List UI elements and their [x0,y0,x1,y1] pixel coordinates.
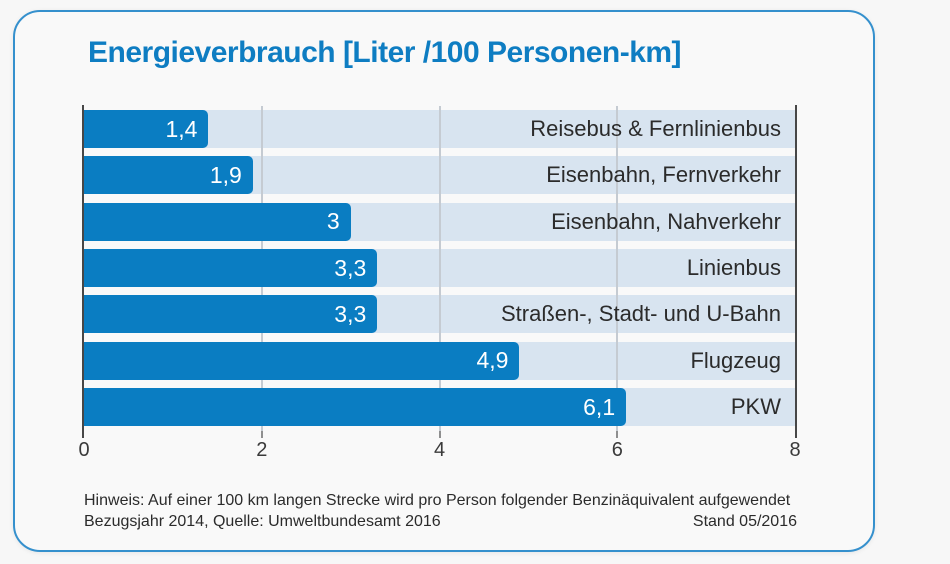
x-tick-label-2: 2 [256,438,268,461]
data-bar: 6,1 [84,388,627,427]
x-tick-label-8: 8 [789,438,801,461]
bar-value-label: 4,9 [476,347,509,374]
x-tick-label-4: 4 [433,438,446,461]
category-label: PKW [730,394,781,420]
chart-row: 4,9 Flugzeug [84,338,795,384]
bar-value-label: 1,4 [165,115,198,142]
data-bar: 4,9 [84,341,520,380]
x-tick-2 [260,430,263,438]
y-axis-line [82,105,84,438]
chart-row: 6,1 PKW [84,384,795,430]
gridline-x-4 [438,106,441,431]
bar-value-label: 3 [326,208,340,235]
footer: Hinweis: Auf einer 100 km langen Strecke… [84,490,797,532]
category-label: Eisenbahn, Fernverkehr [546,162,781,188]
data-bar: 3 [84,202,351,241]
data-bar: 1,9 [84,156,253,195]
footer-stand: Stand 05/2016 [692,513,797,530]
footer-note: Hinweis: Auf einer 100 km langen Strecke… [84,492,791,509]
gridline-x-6 [616,106,619,431]
x-axis-ticks [84,430,795,439]
bar-value-label: 3,3 [334,254,367,281]
x-tick-4 [438,430,441,438]
data-bar: 3,3 [84,295,378,334]
bar-value-label: 1,9 [209,161,242,188]
infographic-card: Energieverbrauch [Liter /100 Personen-km… [13,10,875,552]
data-bar: 3,3 [84,249,378,288]
category-label: Linienbus [686,255,781,281]
footer-source: Bezugsjahr 2014, Quelle: Umweltbundesamt… [84,513,441,530]
bar-value-label: 6,1 [583,393,616,420]
x-axis-tick-labels: 0 2 4 6 8 [78,438,800,463]
bar-value-label: 3,3 [334,300,367,327]
x-tick-6 [616,430,619,438]
category-label: Straßen-, Stadt- und U-Bahn [500,301,781,327]
plot-right-border-line [795,105,797,438]
x-tick-label-0: 0 [78,438,90,461]
data-bar: 1,4 [84,110,209,148]
plot-area: 0 2 4 6 8 1,4 Reisebus & Fernlinienbus 1,9 Eise… [78,105,801,461]
category-label: Reisebus & Fernlinienbus [530,116,781,141]
chart-title: Energieverbrauch [Liter /100 Personen-km… [88,36,682,69]
category-label: Eisenbahn, Nahverkehr [551,208,781,234]
category-label: Flugzeug [690,347,781,373]
x-tick-label-6: 6 [611,438,623,461]
